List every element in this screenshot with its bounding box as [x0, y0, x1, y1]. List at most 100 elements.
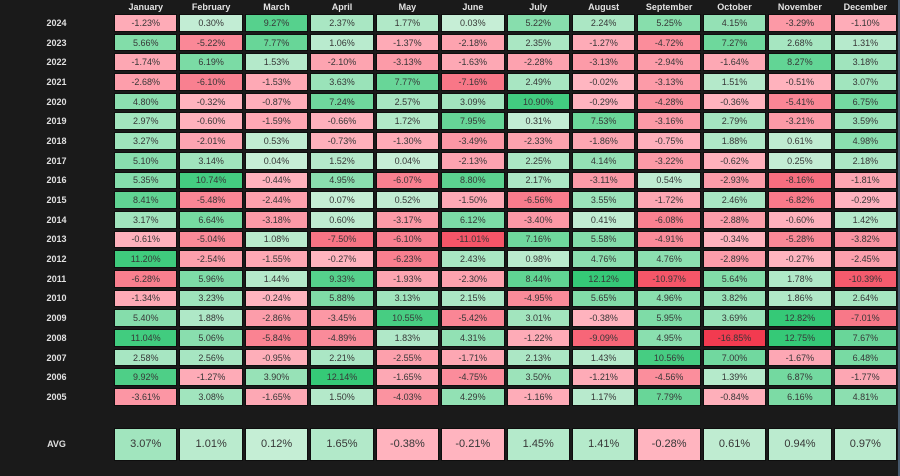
heatmap-cell: 2.15%	[441, 289, 505, 308]
heatmap-cell: -5.48%	[179, 191, 243, 209]
heatmap-cell: 4.81%	[833, 388, 898, 406]
heatmap-cell: -2.89%	[702, 250, 767, 268]
heatmap-cell: 12.75%	[768, 329, 832, 347]
heatmap-cell: 1.78%	[768, 269, 832, 288]
table-row: 2022 -1.74% 6.19% 1.53% -2.10% -3.13% -1.63% -2…	[0, 52, 898, 72]
heatmap-cell: 12.82%	[768, 309, 832, 327]
heatmap-cell: 1.50%	[310, 388, 374, 406]
heatmap-cell: -0.61%	[114, 230, 178, 249]
heatmap-cell: -9.09%	[571, 329, 636, 347]
table-row: 2012 11.20% -2.54% -1.55% -0.27% -6.23% 2.43% 0…	[0, 249, 898, 269]
heatmap-cell: 4.29%	[441, 388, 505, 406]
heatmap-cell: 0.25%	[768, 151, 832, 170]
avg-separator	[0, 407, 898, 427]
heatmap-cell: 1.42%	[833, 210, 898, 229]
heatmap-cell: -1.72%	[637, 191, 701, 209]
avg-cell: 0.61%	[702, 427, 767, 461]
heatmap-cell: -0.51%	[768, 73, 832, 91]
heatmap-cell: -2.10%	[310, 53, 374, 72]
row-year-label: 2016	[46, 175, 67, 186]
heatmap-cell: 2.21%	[310, 348, 374, 367]
heatmap-cell: 0.61%	[768, 132, 832, 150]
heatmap-cell: 2.97%	[114, 112, 178, 131]
heatmap-cell: -7.50%	[310, 230, 374, 249]
heatmap-cell: 6.16%	[768, 388, 832, 406]
heatmap-cell: -2.94%	[637, 53, 701, 72]
row-year-label: 2023	[46, 37, 67, 48]
heatmap-cell: 7.53%	[571, 112, 636, 131]
heatmap-cell: 7.00%	[702, 348, 767, 367]
heatmap-cell: 0.41%	[571, 210, 636, 229]
heatmap-cell: -0.27%	[310, 250, 374, 268]
heatmap-cell: -3.16%	[637, 112, 701, 131]
heatmap-cell: 3.14%	[179, 151, 243, 170]
heatmap-cell: 6.12%	[441, 210, 505, 229]
heatmap-cell: -6.28%	[114, 269, 178, 288]
heatmap-cell: -0.60%	[179, 112, 243, 131]
heatmap-cell: -0.66%	[310, 112, 374, 131]
heatmap-cell: -0.62%	[702, 151, 767, 170]
heatmap-cell: -5.84%	[244, 329, 309, 347]
table-row: 2006 9.92% -1.27% 3.90% 12.14% -1.65% -4.75% 3.…	[0, 367, 898, 387]
heatmap-cell: -4.72%	[637, 33, 701, 52]
row-year-label: 2014	[46, 214, 67, 225]
heatmap-cell: 6.87%	[768, 368, 832, 387]
heatmap-cell: -1.10%	[833, 14, 898, 32]
heatmap-cell: 0.98%	[506, 250, 570, 268]
heatmap-cell: -1.22%	[506, 329, 570, 347]
heatmap-cell: 1.44%	[244, 269, 309, 288]
heatmap-cell: -1.65%	[375, 368, 440, 387]
avg-cell: -0.38%	[375, 427, 440, 461]
heatmap-cell: -2.54%	[179, 250, 243, 268]
heatmap-cell: -4.75%	[441, 368, 505, 387]
heatmap-cell: 3.82%	[702, 289, 767, 308]
heatmap-cell: 1.86%	[768, 289, 832, 308]
heatmap-cell: 3.09%	[441, 92, 505, 111]
heatmap-cell: 2.64%	[833, 289, 898, 308]
heatmap-cell: -1.81%	[833, 171, 898, 190]
heatmap-cell: -4.91%	[637, 230, 701, 249]
heatmap-cell: -0.29%	[571, 92, 636, 111]
heatmap-cell: 3.55%	[571, 191, 636, 209]
heatmap-cell: 1.53%	[244, 53, 309, 72]
heatmap-cell: 7.24%	[310, 92, 374, 111]
heatmap-cell: -2.88%	[702, 210, 767, 229]
heatmap-cell: 5.66%	[114, 33, 178, 52]
heatmap-cell: 3.27%	[114, 132, 178, 150]
heatmap-cell: -3.21%	[768, 112, 832, 131]
heatmap-cell: 8.44%	[506, 269, 570, 288]
heatmap-cell: -0.84%	[702, 388, 767, 406]
avg-cell: 0.94%	[768, 427, 832, 461]
heatmap-cell: 0.52%	[375, 191, 440, 209]
heatmap-cell: 3.90%	[244, 368, 309, 387]
heatmap-cell: -0.38%	[571, 309, 636, 327]
heatmap-cell: 3.63%	[310, 73, 374, 91]
heatmap-cell: 0.31%	[506, 112, 570, 131]
heatmap-cell: 6.48%	[833, 348, 898, 367]
heatmap-cell: 2.79%	[702, 112, 767, 131]
heatmap-cell: 5.35%	[114, 171, 178, 190]
row-year-label: 2021	[46, 76, 67, 87]
heatmap-cell: -8.16%	[768, 171, 832, 190]
heatmap-cell: 11.20%	[114, 250, 178, 268]
heatmap-cell: 0.53%	[244, 132, 309, 150]
heatmap-cell: -2.01%	[179, 132, 243, 150]
heatmap-cell: -5.22%	[179, 33, 243, 52]
heatmap-cell: -10.39%	[833, 269, 898, 288]
heatmap-cell: 1.72%	[375, 112, 440, 131]
heatmap-cell: 8.41%	[114, 191, 178, 209]
table-row: 2009 5.40% 1.88% -2.86% -3.45% 10.55% -5.42% 3.…	[0, 308, 898, 328]
heatmap-cell: -0.34%	[702, 230, 767, 249]
heatmap-cell: 8.80%	[441, 171, 505, 190]
heatmap-cell: -1.67%	[768, 348, 832, 367]
avg-cell: 1.01%	[179, 427, 243, 461]
heatmap-cell: 7.16%	[506, 230, 570, 249]
heatmap-cell: -1.27%	[179, 368, 243, 387]
heatmap-cell: 4.31%	[441, 329, 505, 347]
column-header-month: July	[529, 1, 548, 12]
heatmap-cell: 1.08%	[244, 230, 309, 249]
heatmap-cell: 7.95%	[441, 112, 505, 131]
heatmap-cell: 2.57%	[375, 92, 440, 111]
heatmap-cell: -3.11%	[571, 171, 636, 190]
heatmap-cell: 1.31%	[833, 33, 898, 52]
